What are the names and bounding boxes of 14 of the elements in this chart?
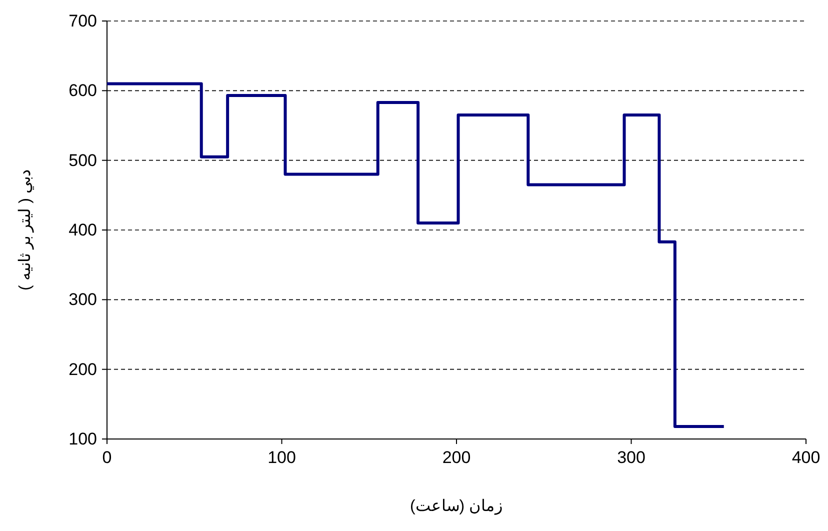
y-tick-label: 600 [68, 81, 97, 100]
x-tick-label: 0 [102, 448, 112, 467]
y-tick-label: 700 [68, 12, 97, 30]
y-tick-label: 400 [68, 220, 97, 240]
y-tick-label: 100 [68, 430, 97, 448]
x-tick-label: 400 [792, 448, 820, 467]
x-tick-label: 100 [268, 448, 296, 467]
x-tick-label: 200 [442, 448, 471, 467]
x-axis-title: زمان (ساعت) [410, 498, 504, 515]
y-tick-label: 200 [68, 360, 97, 379]
y-tick-label: 300 [68, 290, 97, 310]
y-tick-label: 500 [68, 150, 97, 170]
y-axis-title: دبي ( ليتر بر ثانيه ) [17, 170, 34, 290]
x-tick-label: 300 [617, 448, 646, 467]
